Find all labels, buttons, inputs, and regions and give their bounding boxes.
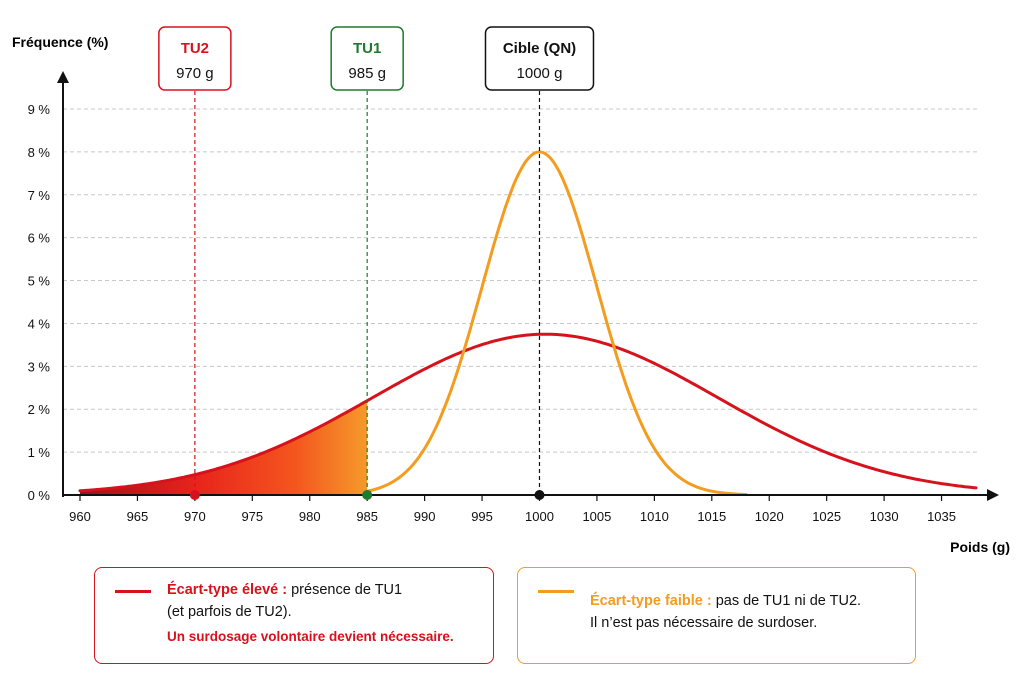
y-tick-label: 8 % [28,145,51,160]
legend-low-line [538,590,574,593]
legend-high-text: Écart-type élevé : présence de TU1 (et p… [167,579,402,623]
marker-box [484,26,595,91]
legend-high-sd: Écart-type élevé : présence de TU1 (et p… [94,567,494,664]
marker-value: 985 g [348,65,386,82]
legend-high-line [115,590,151,593]
shaded-region [80,400,368,495]
tick-labels: 0 % 1 % 2 % 3 % 4 % 5 % 6 % 7 % 8 % 9 % 960 965 970 9… [28,102,956,524]
x-tick-label: 1035 [927,509,956,524]
x-tick-label: 965 [127,509,149,524]
y-tick-label: 7 % [28,188,51,203]
grid-lines [63,108,980,453]
marker-title: Cible (QN) [503,40,576,57]
chart: TU2 970 g TU1 985 g Cible (QN) 1000 g 0 % 1 % 2… [12,26,1010,555]
y-tick-label: 2 % [28,402,51,417]
marker-lines: TU2 970 g TU1 985 g Cible (QN) 1000 g [158,26,595,495]
axes [57,71,999,501]
shaded-area [80,400,368,495]
marker-dot [534,490,545,500]
x-tick-label: 1015 [697,509,726,524]
x-tick-label: 1005 [582,509,611,524]
x-tick-label: 1025 [812,509,841,524]
legend-low-title: Écart-type faible : [590,593,712,609]
series-curve [78,332,978,493]
marker-dot [362,490,373,500]
marker-dot [189,490,200,500]
x-tick-label: 960 [69,509,91,524]
legend-low-text2: Il n’est pas nécessaire de surdoser. [590,615,818,631]
curves [78,150,978,496]
legend-high-text1: présence de TU1 [287,582,403,598]
y-tick-label: 6 % [28,231,51,246]
x-axis-label: Poids (g) [950,539,1010,555]
y-tick-label: 3 % [28,359,51,374]
legend-low-sd: Écart-type faible : pas de TU1 ni de TU2… [517,567,916,664]
marker-value: 970 g [176,65,214,82]
x-tick-label: 980 [299,509,321,524]
marker-title: TU1 [353,40,381,57]
y-axis-label: Fréquence (%) [12,34,108,50]
x-tick-label: 1020 [755,509,784,524]
x-axis-arrow [987,489,999,501]
y-axis-arrow [57,71,69,83]
y-tick-label: 4 % [28,316,51,331]
legend-low-text1: pas de TU1 ni de TU2. [711,593,862,609]
x-tick-label: 970 [184,509,206,524]
x-tick-label: 975 [241,509,263,524]
legend-high-warning: Un surdosage volontaire devient nécessai… [167,629,454,644]
marker-title: TU2 [181,40,209,57]
legend-low-text: Écart-type faible : pas de TU1 ni de TU2… [590,590,861,634]
legend-high-text2: (et parfois de TU2). [167,604,292,620]
x-tick-label: 990 [414,509,436,524]
y-tick-label: 1 % [28,445,51,460]
y-tick-label: 9 % [28,102,51,117]
x-tick-label: 1030 [870,509,899,524]
marker-box [158,26,232,91]
marker-value: 1000 g [517,65,563,82]
x-tick-label: 1010 [640,509,669,524]
x-tick-label: 995 [471,509,493,524]
x-tick-label: 985 [356,509,378,524]
series-curve [365,150,748,496]
legend-high-title: Écart-type élevé : [167,582,288,598]
y-tick-label: 0 % [28,488,51,503]
y-tick-label: 5 % [28,274,51,289]
x-tick-label: 1000 [525,509,554,524]
marker-box [330,26,404,91]
